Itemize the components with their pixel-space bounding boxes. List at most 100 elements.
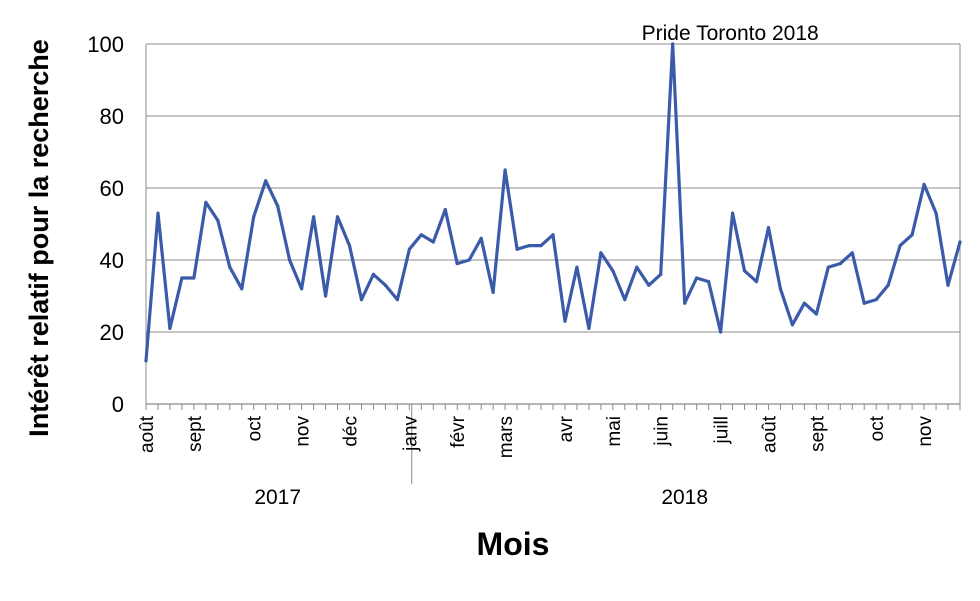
x-tick-label: oct — [867, 415, 888, 441]
y-tick-label: 40 — [100, 248, 124, 273]
series-group — [144, 42, 962, 363]
data-point — [611, 269, 615, 273]
data-point — [886, 283, 890, 287]
data-point — [898, 244, 902, 248]
data-point — [359, 298, 364, 302]
data-point — [802, 301, 806, 305]
data-point — [335, 215, 340, 219]
data-point — [778, 287, 783, 291]
data-point — [443, 208, 447, 212]
data-point — [288, 258, 292, 262]
data-point — [958, 240, 962, 244]
data-point — [216, 218, 220, 222]
data-point — [599, 251, 603, 255]
year-labels: 2017 2018 — [254, 486, 708, 509]
data-point — [383, 283, 388, 287]
data-point — [659, 272, 663, 276]
data-point — [156, 211, 160, 215]
x-axis-title: Mois — [477, 526, 550, 562]
x-tick-label: août — [759, 415, 780, 453]
data-point — [742, 269, 747, 273]
data-point — [922, 182, 926, 186]
data-point — [623, 298, 627, 302]
x-tick-label: sept — [185, 415, 206, 452]
y-axis-title: Intérêt relatif pour la recherche — [24, 39, 54, 437]
data-point — [587, 326, 591, 330]
x-tick-label: sept — [807, 415, 828, 452]
data-point — [180, 276, 184, 280]
data-point — [718, 330, 723, 334]
data-point — [850, 251, 854, 255]
data-point — [730, 211, 735, 215]
data-point — [323, 294, 328, 298]
data-point — [934, 211, 938, 215]
y-tick-label: 80 — [100, 104, 124, 129]
data-point — [503, 168, 507, 172]
data-point — [838, 262, 842, 266]
data-point — [563, 319, 567, 323]
year-label: 2017 — [254, 486, 301, 509]
y-tick-label: 0 — [112, 392, 124, 417]
data-point — [419, 233, 423, 237]
x-tick-label: déc — [341, 416, 362, 447]
series-line — [144, 42, 962, 363]
data-point — [192, 276, 196, 280]
x-tick-label: févr — [448, 415, 469, 447]
data-point — [635, 265, 639, 269]
data-point — [551, 233, 555, 237]
annotation-pride-toronto: Pride Toronto 2018 — [642, 22, 819, 45]
data-point — [300, 287, 304, 291]
data-point — [647, 283, 651, 287]
y-tick-label: 60 — [100, 176, 124, 201]
data-point — [347, 244, 352, 248]
data-point — [240, 287, 244, 291]
data-point — [479, 236, 483, 240]
x-tick-label: janv — [400, 416, 421, 452]
data-point — [491, 290, 495, 294]
data-point — [371, 272, 376, 276]
data-point — [575, 265, 579, 269]
data-point — [264, 179, 268, 183]
x-tick-label: oct — [245, 415, 266, 441]
data-point — [766, 226, 771, 230]
y-tick-label: 100 — [87, 32, 124, 57]
x-tick-label: juin — [652, 416, 673, 447]
data-point — [539, 244, 543, 248]
data-point — [695, 276, 699, 280]
data-point — [455, 262, 459, 266]
data-point — [862, 301, 866, 305]
x-tick-label: juill — [712, 416, 733, 444]
data-point — [527, 244, 531, 248]
data-point — [707, 280, 711, 284]
data-point — [814, 312, 818, 316]
data-point — [467, 258, 471, 262]
data-point — [515, 247, 519, 251]
data-point — [431, 240, 435, 244]
x-tick-label: mai — [604, 416, 625, 447]
data-point — [395, 298, 399, 302]
data-point — [683, 301, 687, 305]
x-tick-labels: août sept oct nov déc janv févr mars avr mai juin j… — [137, 415, 936, 458]
data-point — [790, 323, 795, 327]
data-point — [671, 42, 675, 46]
data-point — [407, 247, 411, 251]
data-point — [276, 204, 280, 208]
x-tick-label: mars — [496, 416, 517, 458]
axes — [145, 43, 961, 484]
year-label: 2018 — [661, 486, 708, 509]
x-tick-label: nov — [915, 416, 936, 447]
data-point — [874, 298, 878, 302]
y-tick-label: 20 — [100, 320, 124, 345]
data-point — [754, 280, 759, 284]
data-point — [946, 283, 950, 287]
x-tick-label: avr — [556, 415, 577, 442]
data-point — [910, 233, 914, 237]
data-point — [826, 265, 830, 269]
data-point — [252, 215, 256, 219]
data-point — [204, 200, 208, 204]
data-point — [228, 265, 232, 269]
data-point — [144, 359, 148, 363]
data-point — [311, 215, 316, 219]
